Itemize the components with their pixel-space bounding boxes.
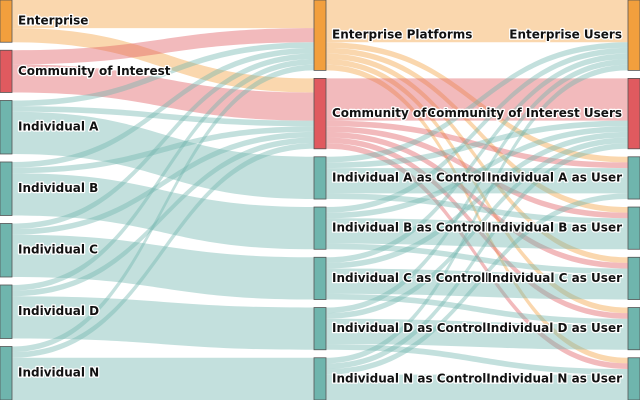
link <box>326 42 628 163</box>
node-label: Individual B <box>18 181 98 195</box>
node <box>0 0 13 43</box>
node <box>313 256 327 300</box>
link <box>326 47 628 213</box>
link <box>326 64 628 364</box>
link <box>12 126 314 174</box>
node <box>313 0 327 71</box>
node <box>627 78 640 150</box>
link <box>326 59 628 314</box>
link <box>326 120 628 169</box>
node <box>627 156 640 200</box>
link <box>326 143 628 370</box>
node-label: Individual A as User <box>487 170 622 184</box>
node-label: Community of Interest Users <box>427 106 622 120</box>
link <box>326 143 628 370</box>
node <box>0 49 13 93</box>
labels: Enterprise Community of Interest Individua… <box>17 12 624 386</box>
node-label: Individual A <box>18 120 99 134</box>
link <box>326 168 628 194</box>
node <box>313 206 327 250</box>
node-label: Community of Interest <box>18 64 171 78</box>
link <box>326 59 628 314</box>
link <box>326 318 628 350</box>
link <box>12 0 314 29</box>
node-label: Enterprise <box>18 14 88 28</box>
node <box>627 206 640 250</box>
node <box>0 100 13 155</box>
node-label: Individual N as User <box>486 371 622 385</box>
link <box>12 28 314 65</box>
link <box>12 234 314 300</box>
node <box>313 156 327 200</box>
link <box>326 126 628 219</box>
link <box>326 131 628 269</box>
link <box>326 268 628 300</box>
link <box>12 64 314 353</box>
node <box>313 357 327 400</box>
node <box>0 346 13 400</box>
link <box>12 59 314 291</box>
node-label: Individual C as User <box>487 271 622 285</box>
link <box>326 344 628 375</box>
node <box>313 307 327 351</box>
link <box>12 137 314 297</box>
link <box>12 173 314 250</box>
node-label: Individual B as User <box>487 221 622 235</box>
link <box>326 47 628 213</box>
link <box>326 293 628 325</box>
link <box>326 120 628 169</box>
node <box>627 256 640 300</box>
link <box>326 64 628 364</box>
node <box>627 0 640 71</box>
node-label: Community of Interest <box>332 106 485 120</box>
node <box>627 307 640 351</box>
link <box>12 357 314 400</box>
links <box>12 0 628 400</box>
link <box>326 78 628 121</box>
node-label: Individual D <box>18 304 99 318</box>
link <box>12 64 314 121</box>
link <box>12 53 314 230</box>
link <box>12 143 314 358</box>
link <box>326 53 628 263</box>
link <box>326 42 628 163</box>
node-label: Individual A as Controller <box>332 170 504 184</box>
node-label: Individual N <box>18 366 99 380</box>
link <box>12 296 314 350</box>
link <box>326 193 628 375</box>
node <box>0 161 13 216</box>
node-label: Enterprise Users <box>509 28 622 42</box>
link <box>326 126 628 219</box>
node-label: Individual D as User <box>486 321 622 335</box>
node <box>0 284 13 339</box>
link <box>326 193 628 224</box>
link <box>12 42 314 107</box>
node-label: Individual N as Controller <box>332 371 505 385</box>
node-label: Individual C as Controller <box>332 271 503 285</box>
link <box>12 28 314 93</box>
link <box>326 0 628 43</box>
link <box>326 131 628 269</box>
link <box>326 243 628 275</box>
link <box>326 137 628 319</box>
link <box>326 53 628 263</box>
node <box>0 223 13 278</box>
node <box>627 357 640 400</box>
node-label: Enterprise Platforms <box>332 28 472 42</box>
node-label: Individual B as Controller <box>332 221 504 235</box>
node-label: Individual D as Controller <box>332 321 505 335</box>
node <box>313 78 327 150</box>
link <box>326 374 628 400</box>
link <box>12 111 314 200</box>
link <box>326 218 628 250</box>
link <box>326 137 628 319</box>
node-label: Individual C <box>18 243 98 257</box>
link <box>12 131 314 235</box>
link <box>12 47 314 168</box>
link <box>12 106 314 127</box>
